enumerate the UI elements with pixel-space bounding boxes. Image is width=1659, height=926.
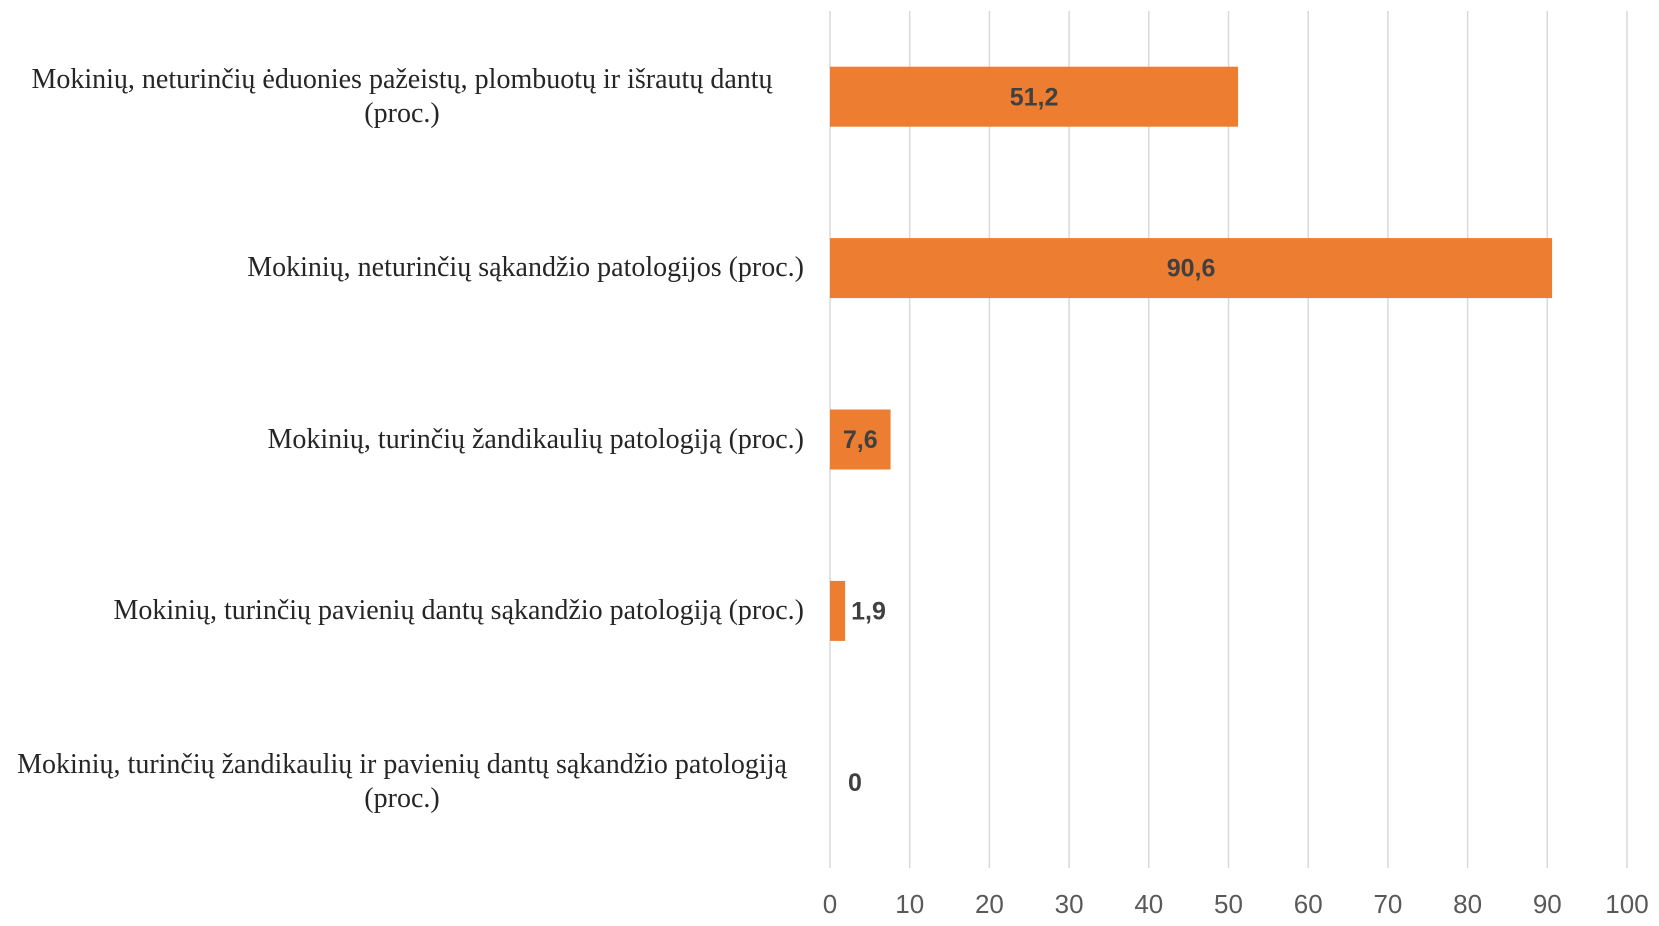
y-tick-label: Mokinių, turinčių žandikaulių patologiją… (267, 423, 804, 455)
category-label-box: Mokinių, turinčių pavienių dantų sąkandž… (114, 594, 805, 628)
x-tick-label: 70 (1373, 889, 1402, 919)
x-tick-label: 30 (1055, 889, 1084, 919)
bar (830, 66, 1239, 127)
value-label: 51,2 (1010, 83, 1059, 111)
x-tick-label: 50 (1214, 889, 1243, 919)
category-label-box: Mokinių, turinčių žandikaulių patologiją… (267, 423, 804, 457)
y-tick-label: Mokinių, neturinčių ėduonies pažeistų, p… (31, 63, 773, 129)
x-tick-label: 10 (895, 889, 924, 919)
y-tick-label: Mokinių, neturinčių sąkandžio patologijo… (247, 252, 804, 284)
bar (830, 238, 1553, 299)
x-tick-label: 0 (823, 889, 837, 919)
value-label: 1,9 (851, 598, 886, 626)
value-label: 90,6 (1167, 255, 1216, 283)
x-tick-label: 60 (1294, 889, 1323, 919)
x-tick-label: 90 (1533, 889, 1562, 919)
category-label-box: Mokinių, neturinčių sąkandžio patologijo… (247, 251, 804, 285)
value-label: 0 (848, 769, 862, 797)
x-tick-label: 80 (1453, 889, 1482, 919)
x-tick-label: 100 (1605, 889, 1648, 919)
x-tick-label: 40 (1134, 889, 1163, 919)
bar (830, 409, 891, 470)
category-label-box: Mokinių, neturinčių ėduonies pažeistų, p… (0, 63, 804, 131)
value-label: 7,6 (843, 426, 878, 454)
x-tick-label: 20 (975, 889, 1004, 919)
bar (830, 580, 846, 641)
y-tick-label: Mokinių, turinčių pavienių dantų sąkandž… (113, 594, 805, 626)
category-label-box: Mokinių, turinčių žandikaulių ir pavieni… (0, 748, 804, 816)
y-tick-label: Mokinių, turinčių žandikaulių ir pavieni… (17, 749, 787, 815)
